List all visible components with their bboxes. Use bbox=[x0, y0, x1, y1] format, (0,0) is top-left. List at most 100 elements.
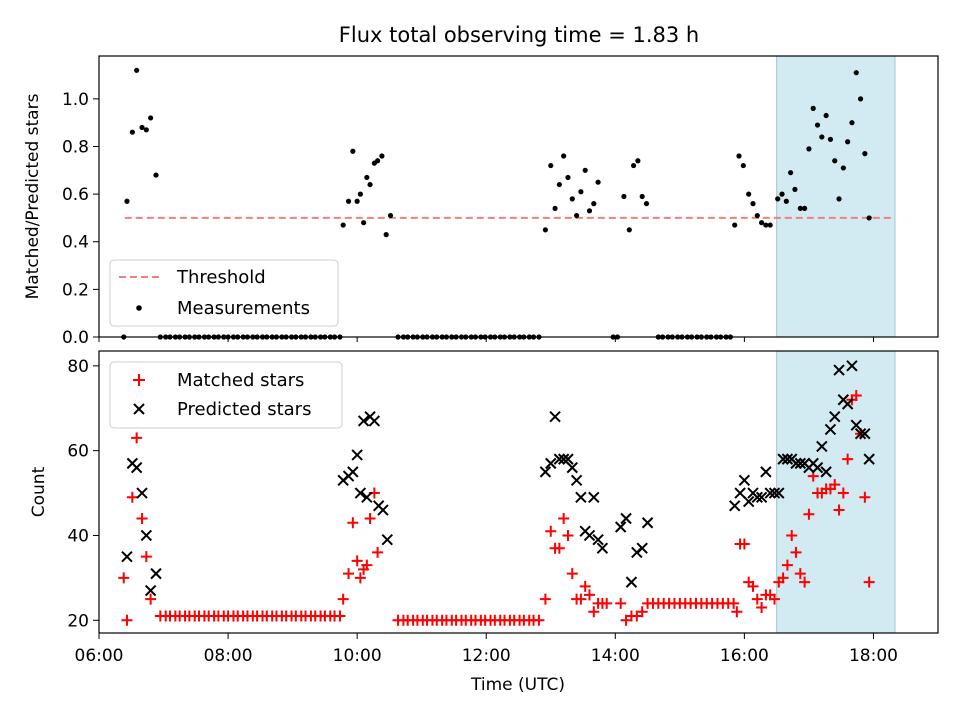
predicted-star-point bbox=[764, 487, 776, 499]
matched-star-point bbox=[601, 597, 613, 609]
matched-star-point bbox=[833, 504, 845, 516]
bottom-y-axis-label: Count bbox=[29, 466, 49, 517]
predicted-star-point bbox=[351, 449, 363, 461]
top-ytick-label-2: 0.4 bbox=[62, 233, 89, 253]
matched-star-point bbox=[781, 559, 793, 571]
predicted-star-point bbox=[121, 550, 133, 563]
matched-star-point bbox=[575, 593, 587, 605]
measurement-point bbox=[857, 96, 864, 102]
measurement-point bbox=[754, 212, 760, 219]
matched-star-point bbox=[790, 546, 802, 558]
matched-star-point bbox=[756, 602, 768, 614]
top-ytick-label-5: 1.0 bbox=[62, 90, 89, 110]
matched-star-point bbox=[131, 432, 143, 444]
measurement-point bbox=[345, 198, 352, 204]
matched-star-point bbox=[794, 568, 806, 580]
predicted-star-point bbox=[357, 415, 370, 427]
predicted-star-point bbox=[781, 453, 794, 465]
matched-star-point bbox=[562, 529, 574, 541]
top-ytick-label-0: 0.0 bbox=[62, 328, 89, 348]
measurement-point bbox=[139, 124, 145, 131]
predicted-star-point bbox=[583, 529, 596, 542]
predicted-star-point bbox=[347, 466, 359, 478]
matched-star-point bbox=[372, 546, 384, 558]
measurement-point bbox=[364, 174, 370, 181]
measurement-point bbox=[775, 196, 781, 202]
measurement-point bbox=[806, 146, 812, 152]
predicted-star-point bbox=[751, 491, 763, 504]
top-ytick-label-3: 0.6 bbox=[62, 185, 89, 205]
measurement-point bbox=[387, 212, 394, 219]
measurement-point bbox=[836, 196, 842, 202]
measurement-point bbox=[626, 227, 632, 233]
top-y-ticks: 0.0 0.2 0.4 0.6 0.8 1.0 bbox=[62, 90, 99, 348]
predicted-star-point bbox=[539, 466, 552, 478]
measurement-point bbox=[561, 153, 567, 159]
measurement-point bbox=[578, 189, 584, 195]
matched-star-point bbox=[728, 597, 740, 609]
matched-star-point bbox=[566, 568, 578, 580]
matched-star-point bbox=[361, 559, 373, 571]
measurement-point bbox=[350, 148, 356, 154]
predicted-star-point bbox=[381, 533, 393, 546]
bottom-xtick-label-5: 16:00 bbox=[720, 646, 769, 666]
predicted-star-point bbox=[734, 487, 746, 499]
legend-matched-label: Matched stars bbox=[177, 370, 304, 391]
predicted-star-point bbox=[755, 491, 768, 504]
predicted-star-point bbox=[144, 584, 157, 597]
measurement-point bbox=[361, 220, 367, 226]
predicted-star-point bbox=[794, 457, 807, 470]
bottom-ytick-label-3: 80 bbox=[67, 357, 89, 377]
bottom-y-ticks: 20 40 60 80 bbox=[67, 357, 99, 631]
measurement-point bbox=[639, 193, 645, 200]
measurement-point bbox=[635, 158, 641, 164]
measurement-point bbox=[866, 215, 872, 221]
matched-star-point bbox=[842, 453, 854, 465]
matched-star-point bbox=[837, 487, 849, 499]
matched-star-point bbox=[140, 551, 152, 563]
matched-star-point bbox=[751, 593, 763, 605]
bottom-ytick-label-2: 60 bbox=[67, 442, 89, 462]
bottom-x-ticks: 06:00 08:00 10:00 12:00 14:00 16:00 18:00 bbox=[75, 633, 898, 666]
bottom-xtick-label-3: 12:00 bbox=[462, 646, 511, 666]
bottom-legend: Matched stars Predicted stars bbox=[109, 361, 343, 429]
measurement-point bbox=[143, 127, 149, 133]
legend-measurements-label: Measurements bbox=[177, 298, 310, 319]
predicted-star-point bbox=[841, 398, 854, 410]
measurement-point bbox=[582, 167, 588, 173]
measurement-point bbox=[746, 191, 752, 197]
top-ytick-label-1: 0.2 bbox=[62, 280, 89, 300]
matched-star-point bbox=[343, 568, 355, 580]
measurement-point bbox=[357, 191, 363, 197]
measurement-point bbox=[134, 67, 140, 73]
top-legend-box bbox=[109, 259, 339, 327]
predicted-star-point bbox=[768, 487, 781, 499]
matched-star-point bbox=[145, 593, 157, 605]
matched-star-point bbox=[588, 606, 600, 618]
measurement-point bbox=[124, 198, 130, 204]
matched-star-point bbox=[136, 513, 148, 525]
predicted-star-point bbox=[738, 474, 751, 487]
measurement-point bbox=[792, 186, 798, 192]
predicted-star-point bbox=[863, 453, 875, 465]
predicted-star-point bbox=[850, 419, 862, 431]
top-y-axis-label: Matched/Predicted stars bbox=[23, 93, 43, 299]
measurement-point bbox=[621, 193, 627, 200]
measurement-point bbox=[153, 172, 159, 178]
matched-star-point bbox=[731, 606, 743, 618]
predicted-star-point bbox=[140, 529, 153, 542]
matched-star-point bbox=[354, 572, 366, 584]
predicted-star-point bbox=[614, 521, 627, 533]
matched-star-point bbox=[558, 513, 570, 525]
measurement-point bbox=[148, 115, 154, 121]
matched-star-point bbox=[786, 529, 798, 541]
predicted-star-point bbox=[773, 487, 785, 499]
measurement-point bbox=[129, 129, 135, 135]
ratio-panel: 0.0 0.2 0.4 0.6 0.8 1.0 Matched/Predicted sta… bbox=[23, 55, 939, 348]
measurement-point bbox=[595, 179, 601, 185]
matched-star-point bbox=[337, 593, 349, 605]
bottom-ytick-label-1: 40 bbox=[67, 526, 89, 546]
measurement-point bbox=[643, 201, 650, 207]
predicted-star-point bbox=[354, 487, 367, 499]
bottom-xtick-label-2: 10:00 bbox=[333, 646, 382, 666]
